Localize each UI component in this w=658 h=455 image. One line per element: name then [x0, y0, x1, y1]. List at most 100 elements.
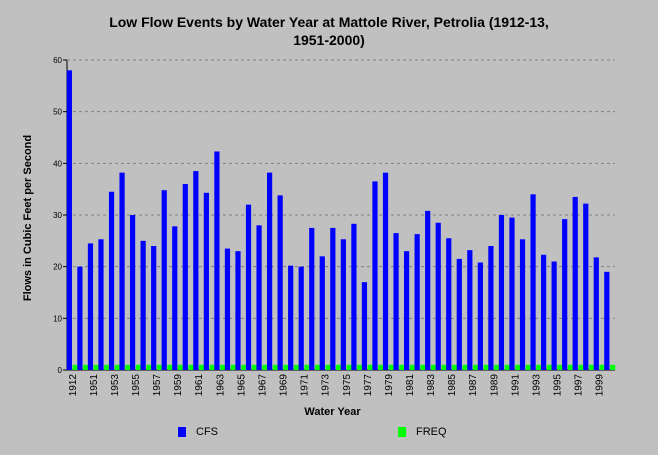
bar-freq	[378, 364, 384, 370]
bar-cfs	[340, 239, 346, 370]
y-tick-label: 10	[53, 314, 62, 323]
bar-cfs	[509, 217, 515, 370]
bar-freq	[567, 364, 574, 370]
x-tick-label: 1991	[510, 374, 521, 397]
bar-freq	[336, 364, 342, 370]
bar-freq	[610, 364, 616, 370]
bar-cfs	[140, 240, 146, 370]
bar-freq	[220, 364, 226, 370]
bar-cfs	[319, 256, 325, 370]
bar-freq	[177, 364, 184, 370]
y-tick-label: 20	[53, 263, 62, 272]
bar-cfs	[193, 171, 199, 370]
bar-cfs	[87, 243, 94, 370]
bar-cfs	[98, 239, 104, 370]
bar-freq	[314, 364, 321, 370]
x-tick-label: 1987	[468, 374, 479, 397]
bar-cfs	[245, 204, 252, 370]
bar-freq	[346, 364, 352, 370]
x-tick-label: 1999	[595, 374, 606, 397]
bar-freq	[135, 364, 141, 370]
bar-freq	[125, 364, 131, 370]
bar-cfs	[488, 246, 494, 370]
bar-cfs	[551, 261, 557, 370]
x-tick-label: 1995	[553, 374, 564, 397]
y-tick-label: 60	[53, 56, 62, 65]
x-tick-label: 1959	[173, 374, 184, 397]
bar-cfs	[530, 194, 536, 370]
bar-cfs	[435, 222, 441, 370]
y-axis-label: Flows in Cubic Feet per Second	[22, 134, 34, 302]
bar-freq	[325, 364, 331, 370]
x-tick-label: 1967	[257, 374, 268, 397]
bar-cfs	[235, 251, 241, 370]
bar-freq	[515, 364, 521, 370]
bar-freq	[494, 364, 500, 370]
bar-cfs	[351, 223, 357, 370]
bar-cfs	[288, 265, 294, 370]
chart-title-line-2: 1951-2000)	[293, 32, 365, 48]
bar-freq	[525, 364, 531, 370]
bar-freq	[388, 364, 394, 370]
x-tick-label: 1961	[194, 374, 205, 397]
x-tick-label: 1971	[300, 374, 311, 397]
bar-cfs	[456, 258, 462, 370]
bar-cfs	[382, 172, 389, 370]
bar-cfs	[572, 196, 578, 370]
x-tick-label: 1953	[110, 374, 121, 397]
bar-cfs	[498, 215, 505, 370]
bar-cfs	[203, 192, 209, 370]
bar-freq	[451, 364, 458, 370]
bar-freq	[283, 364, 289, 370]
bar-cfs	[161, 190, 167, 370]
bar-cfs	[108, 191, 115, 370]
bar-freq	[83, 364, 89, 370]
bar-cfs	[361, 282, 368, 370]
bar-freq	[262, 364, 268, 370]
y-tick-label: 0	[58, 366, 63, 375]
bar-cfs	[224, 248, 231, 370]
legend-label-freq: FREQ	[416, 426, 447, 438]
x-tick-label: 1993	[531, 374, 542, 397]
bar-cfs	[182, 184, 188, 370]
bar-freq	[409, 364, 415, 370]
bar-freq	[367, 364, 373, 370]
bar-freq	[199, 364, 205, 370]
x-tick-label: 1963	[215, 374, 226, 397]
bar-freq	[557, 364, 563, 370]
x-tick-label: 1983	[426, 374, 437, 397]
bar-cfs	[583, 203, 589, 370]
y-tick-label: 50	[53, 108, 62, 117]
bar-cfs	[393, 233, 399, 370]
bar-freq	[578, 364, 584, 370]
bar-freq	[399, 364, 405, 370]
bar-cfs	[119, 172, 125, 370]
bar-cfs	[330, 227, 336, 370]
bar-cfs	[130, 215, 136, 370]
legend-label-cfs: CFS	[196, 426, 218, 438]
y-tick-label: 40	[53, 159, 62, 168]
bar-freq	[546, 364, 552, 370]
bar-cfs	[467, 250, 473, 370]
bar-freq	[441, 364, 447, 370]
x-tick-label: 1981	[405, 374, 416, 397]
bar-freq	[93, 364, 99, 370]
bar-cfs	[267, 172, 273, 370]
bar-freq	[462, 364, 468, 370]
bar-cfs	[77, 266, 83, 370]
x-tick-label: 1951	[89, 374, 100, 397]
bar-freq	[188, 364, 194, 370]
bar-freq	[241, 364, 247, 370]
bar-freq	[430, 364, 437, 370]
x-tick-label: 1997	[574, 374, 585, 397]
bar-cfs	[414, 234, 420, 370]
bar-freq	[104, 364, 110, 370]
bar-cfs	[593, 257, 599, 370]
bar-cfs	[477, 262, 483, 370]
x-axis-label: Water Year	[304, 406, 361, 418]
bar-freq	[504, 364, 510, 370]
bar-freq	[536, 364, 542, 370]
bar-cfs	[277, 195, 283, 370]
bar-freq	[230, 364, 236, 370]
x-tick-label: 1985	[447, 374, 458, 397]
